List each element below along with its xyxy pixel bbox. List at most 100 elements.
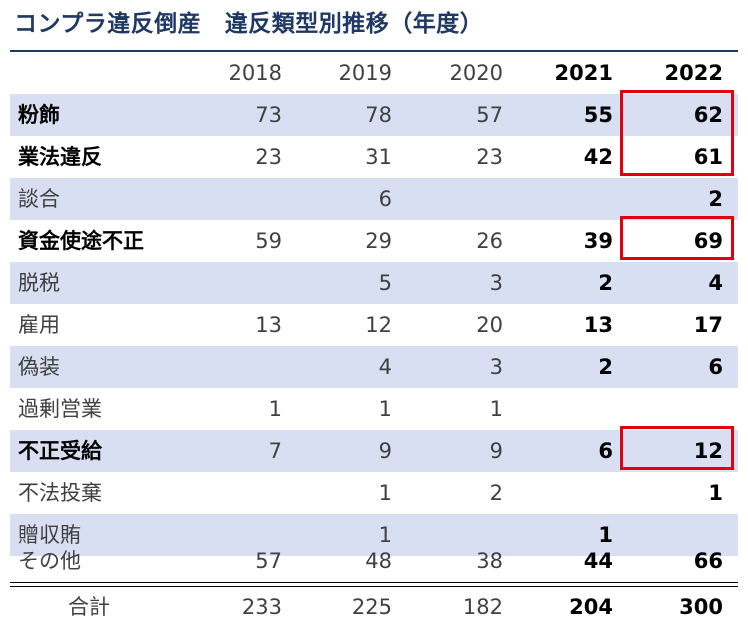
cell-value: 1 [378, 523, 392, 547]
cell-value: 3 [489, 355, 503, 379]
row-label: 粉飾 [18, 103, 60, 127]
header-year: 2022 [664, 61, 723, 85]
highlight-box [620, 216, 734, 260]
header-year: 2019 [338, 61, 392, 85]
total-value: 225 [351, 595, 392, 619]
row-label: 不正受給 [18, 439, 102, 463]
cell-value: 61 [693, 145, 723, 169]
cell-value: 6 [378, 187, 392, 211]
cell-value: 2 [489, 481, 503, 505]
cell-value: 1 [708, 481, 723, 505]
cell-value: 42 [583, 145, 613, 169]
cell-value [533, 388, 613, 430]
row-label: その他 [18, 549, 81, 573]
cell-value: 2 [598, 271, 613, 295]
row-label: 脱税 [18, 271, 60, 295]
table-row: 偽装 4 3 2 6 [10, 346, 738, 388]
cell-value: 5 [378, 271, 392, 295]
row-label: 偽装 [18, 355, 60, 379]
highlight-box [620, 426, 734, 470]
cell-value: 1 [378, 397, 392, 421]
cell-value: 7 [268, 439, 282, 463]
cell-value: 31 [365, 145, 392, 169]
cell-value: 13 [583, 313, 613, 337]
table-row: 業法違反 23 31 23 42 61 [10, 136, 738, 178]
cell-value: 29 [365, 229, 392, 253]
cell-value: 1 [378, 481, 392, 505]
row-label: 雇用 [18, 313, 60, 337]
table-row: 資金使途不正 59 29 26 39 69 [10, 220, 738, 262]
cell-value: 57 [255, 549, 282, 573]
table-row: その他 57 48 38 44 66 [10, 540, 738, 582]
header-row: 2018 2019 2020 2021 2022 [10, 52, 738, 94]
table-row: 雇用 13 12 20 13 17 [10, 304, 738, 346]
total-value: 182 [462, 595, 503, 619]
cell-value: 78 [365, 103, 392, 127]
cell-value: 4 [708, 271, 723, 295]
cell-value [533, 178, 613, 220]
cell-value: 3 [489, 271, 503, 295]
table-row: 不正受給 7 9 9 6 12 [10, 430, 738, 472]
total-label: 合計 [68, 595, 110, 619]
cell-value: 59 [255, 229, 282, 253]
cell-value: 12 [693, 439, 723, 463]
cell-value: 73 [255, 103, 282, 127]
cell-value: 48 [365, 549, 392, 573]
cell-value: 17 [693, 313, 723, 337]
cell-value: 6 [708, 355, 723, 379]
cell-value: 4 [378, 355, 392, 379]
total-separator [10, 582, 738, 587]
cell-value: 1 [489, 397, 503, 421]
cell-value: 69 [693, 229, 723, 253]
total-value: 233 [241, 595, 282, 619]
cell-value: 38 [476, 549, 503, 573]
top-rule [10, 50, 738, 52]
header-year: 2018 [228, 61, 282, 85]
cell-value: 2 [598, 355, 613, 379]
header-year: 2020 [449, 61, 503, 85]
cell-value: 6 [598, 439, 613, 463]
row-label: 過剰営業 [18, 397, 102, 421]
cell-value: 23 [476, 145, 503, 169]
table-row: 脱税 5 3 2 4 [10, 262, 738, 304]
cell-value: 9 [489, 439, 503, 463]
cell-value: 2 [708, 187, 723, 211]
cell-value: 39 [583, 229, 613, 253]
cell-value: 44 [583, 549, 613, 573]
cell-value: 26 [476, 229, 503, 253]
header-year: 2021 [554, 61, 613, 85]
table-row: 不法投棄 1 2 1 [10, 472, 738, 514]
cell-value: 1 [268, 397, 282, 421]
cell-value [533, 472, 613, 514]
cell-value: 13 [255, 313, 282, 337]
cell-value: 55 [583, 103, 613, 127]
cell-value [202, 472, 282, 514]
table-row: 粉飾 73 78 57 55 62 [10, 94, 738, 136]
cell-value [202, 346, 282, 388]
highlight-box [620, 90, 734, 176]
cell-value: 23 [255, 145, 282, 169]
row-label: 談合 [18, 187, 60, 211]
row-label: 業法違反 [18, 145, 102, 169]
table-row: 贈収賄 1 1 [10, 514, 738, 556]
row-label: 資金使途不正 [18, 229, 144, 253]
cell-value: 9 [378, 439, 392, 463]
cell-value: 57 [476, 103, 503, 127]
cell-value [202, 262, 282, 304]
table-row: 談合 6 2 [10, 178, 738, 220]
table-row: 過剰営業 1 1 1 [10, 388, 738, 430]
cell-value: 12 [365, 313, 392, 337]
total-value: 300 [679, 595, 723, 619]
cell-value: 62 [693, 103, 723, 127]
row-label: 贈収賄 [18, 523, 81, 547]
cell-value [202, 178, 282, 220]
cell-value [423, 178, 503, 220]
page-title: コンプラ違反倒産 違反類型別推移（年度） [14, 11, 484, 37]
row-label: 不法投棄 [18, 481, 102, 505]
cell-value: 20 [476, 313, 503, 337]
total-value: 204 [569, 595, 613, 619]
cell-value [643, 388, 723, 430]
cell-value: 66 [693, 549, 723, 573]
cell-value: 1 [598, 523, 613, 547]
total-row: 合計 233 225 182 204 300 [10, 586, 738, 628]
